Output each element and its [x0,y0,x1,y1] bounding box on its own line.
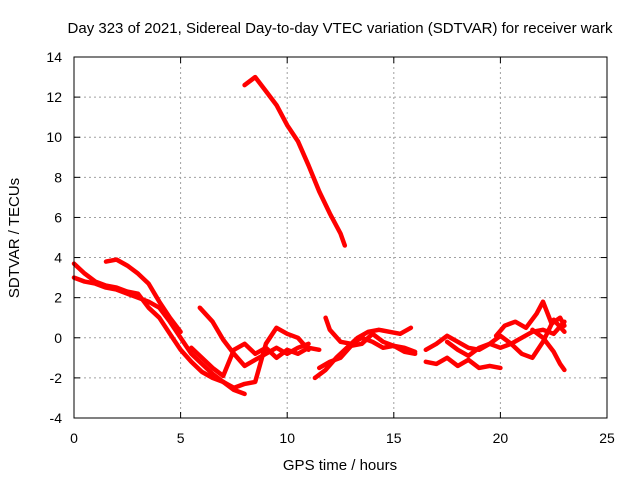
x-tick-label: 25 [599,430,615,446]
series-track-6 [220,325,311,391]
series-track-8 [312,325,414,381]
x-axis-label: GPS time / hours [283,457,397,474]
series-track-14 [493,299,567,339]
x-tick-label: 0 [70,430,78,446]
plot-frame [73,56,608,419]
y-tick-label: 2 [54,290,62,306]
series-track-7 [242,74,348,248]
series-track-3 [103,257,183,335]
data-series [71,74,567,397]
x-tick-labels: 0 5 10 15 20 25 [70,430,615,446]
y-tick-label: 12 [46,89,62,105]
x-tick-label: 10 [279,430,295,446]
y-tick-label: 4 [54,250,62,266]
y-tick-label: 8 [54,169,62,185]
y-tick-label: 10 [46,129,62,145]
x-tick-label: 5 [177,430,185,446]
gridlines [74,57,607,418]
series-track-4 [189,341,322,379]
y-tick-label: 6 [54,209,62,225]
series-track-10 [323,315,418,357]
series-track-2 [71,261,226,385]
y-axis-label: SDTVAR / TECUs [6,178,23,298]
x-tick-label: 15 [386,430,402,446]
series-track-5 [197,305,311,369]
y-tick-label: -2 [50,370,63,386]
y-tick-label: 14 [46,49,62,65]
y-tick-label: 0 [54,330,62,346]
series-track-12 [423,319,567,353]
x-tick-label: 20 [493,430,509,446]
y-tick-label: -4 [50,410,63,426]
series-track-15 [530,327,567,373]
chart-title: Day 323 of 2021, Sidereal Day-to-day VTE… [68,20,613,37]
axis-ticks [73,56,608,419]
series-track-11 [423,355,503,371]
y-tick-labels: -4 -2 0 2 4 6 8 10 12 14 [46,49,62,426]
